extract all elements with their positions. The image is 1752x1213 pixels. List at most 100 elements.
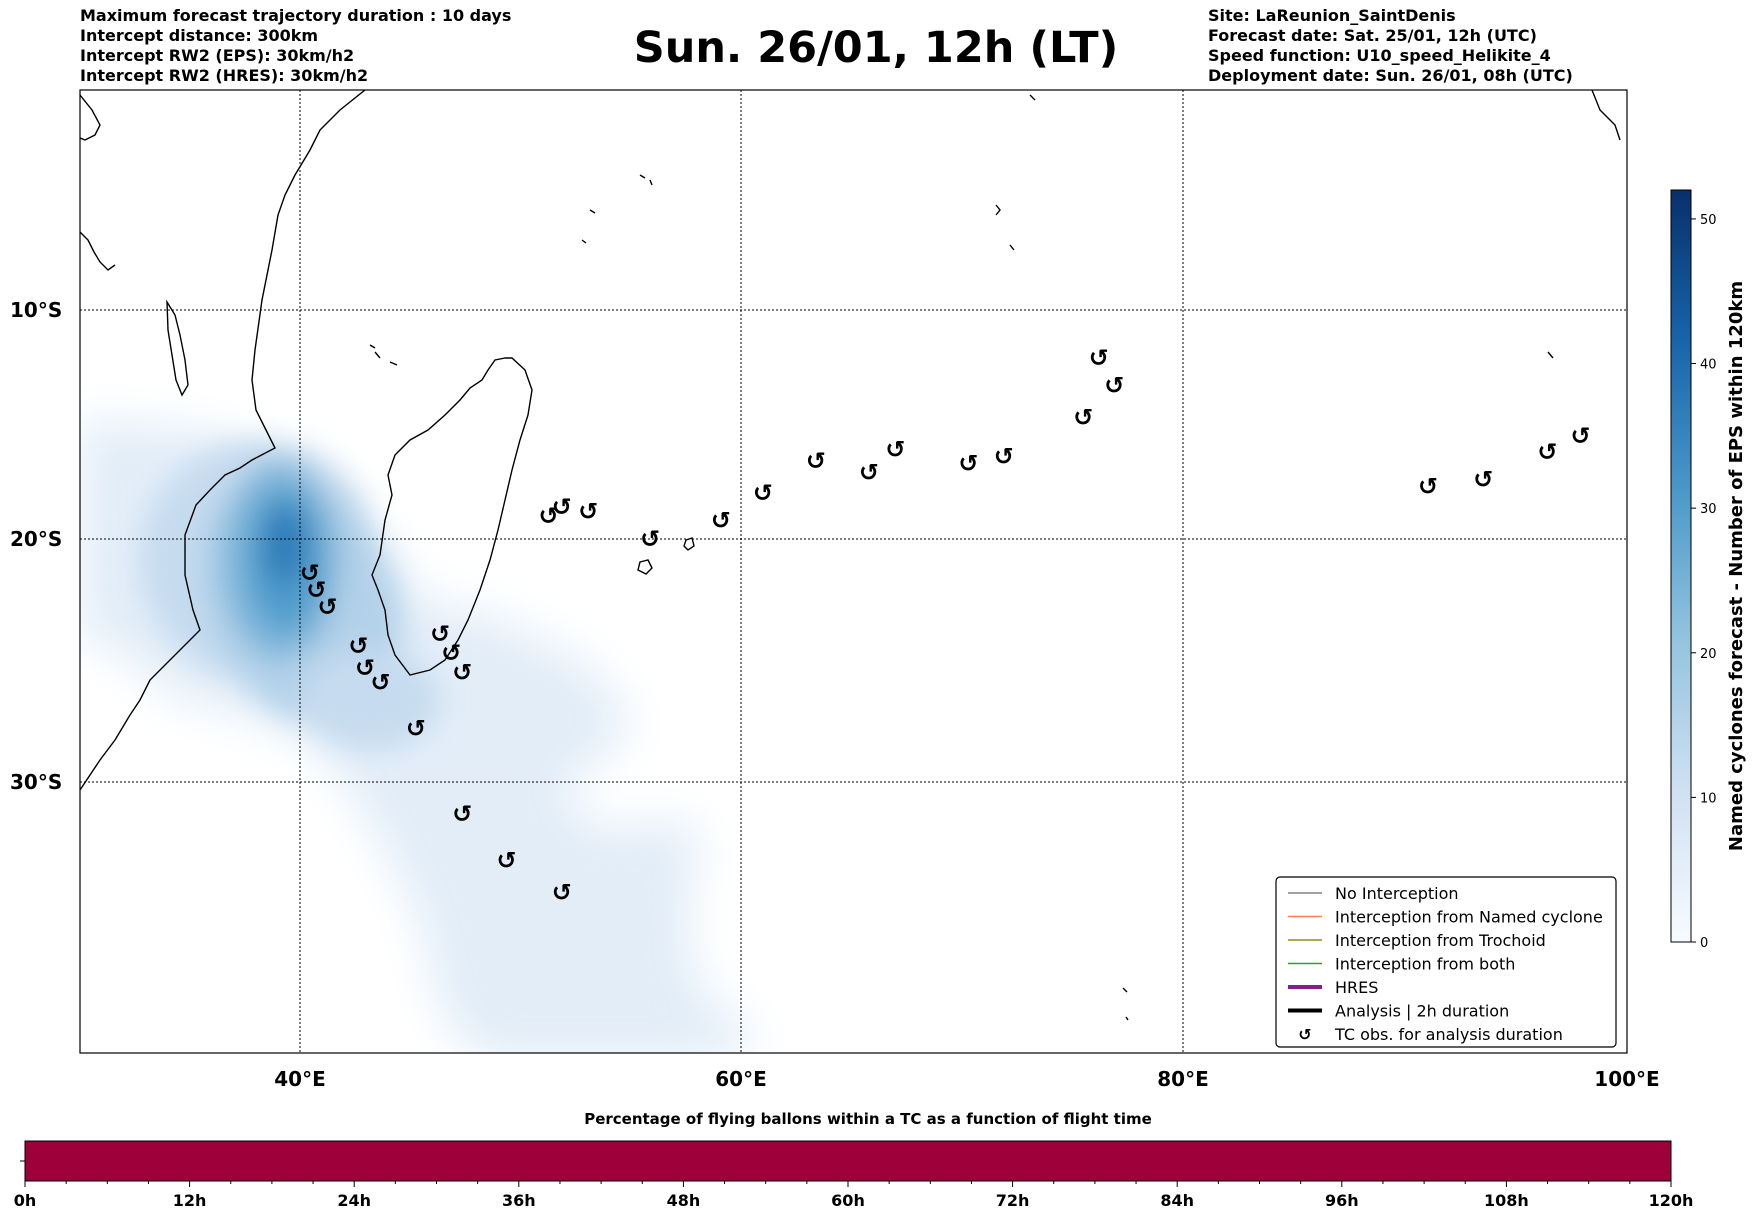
tc-observation-marker: ↺	[441, 639, 461, 667]
header-left-block: Maximum forecast trajectory duration : 1…	[80, 6, 511, 86]
flight-time-bar-title: Percentage of flying ballons within a TC…	[584, 1110, 1152, 1128]
tc-observation-marker: ↺	[578, 498, 598, 526]
tc-observation-marker: ↺	[406, 715, 426, 743]
lat-label-10s: 10°S	[10, 298, 62, 322]
tc-observation-marker: ↺	[538, 502, 558, 530]
small-islands-east	[1029, 90, 1621, 1021]
mauritius-island	[683, 537, 695, 551]
header-speed-function: Speed function: U10_speed_Helikite_4	[1208, 46, 1551, 65]
latitude-labels: 10°S 20°S 30°S	[10, 298, 62, 794]
header-intercept-rw2-hres: Intercept RW2 (HRES): 30km/h2	[80, 66, 369, 85]
tc-observation-marker: ↺	[1089, 344, 1109, 372]
tc-observation-marker: ↺	[1418, 472, 1438, 500]
madagascar-coast	[371, 357, 533, 676]
reunion-island	[637, 559, 653, 575]
tc-observation-marker: ↺	[355, 654, 375, 682]
colorbar-tick-label: 10	[1700, 791, 1717, 806]
tc-observation-marker: ↺	[1073, 404, 1093, 432]
flight-time-tick-label: 84h	[1160, 1191, 1194, 1210]
tc-observation-marker: ↺	[371, 668, 391, 696]
legend-label: Interception from both	[1335, 955, 1515, 974]
tc-observation-marker: ↺	[452, 659, 472, 687]
tc-observation-marker: ↺	[552, 493, 572, 521]
legend-label: Interception from Named cyclone	[1335, 908, 1603, 927]
legend-entry: No Interception	[1288, 884, 1459, 903]
tc-observation-marker: ↺	[306, 576, 326, 604]
header-max-duration: Maximum forecast trajectory duration : 1…	[80, 6, 512, 25]
longitude-labels: 40°E 60°E 80°E 100°E	[274, 1067, 1659, 1091]
lon-label-60: 60°E	[715, 1067, 767, 1091]
flight-time-tick-label: 12h	[173, 1191, 207, 1210]
page-title: Sun. 26/01, 12h (LT)	[633, 23, 1119, 73]
legend-tc-icon: ↺	[1298, 1025, 1311, 1044]
comoros	[369, 344, 398, 366]
flight-time-tick-label: 120h	[1649, 1191, 1694, 1210]
tc-observation-marker: ↺	[430, 620, 450, 648]
tc-observation-marker: ↺	[859, 459, 879, 487]
tc-observation-marker: ↺	[994, 443, 1014, 471]
legend-entry: Analysis | 2h duration	[1288, 1002, 1509, 1021]
colorbar-tick-label: 30	[1700, 502, 1717, 517]
header-deployment-date: Deployment date: Sun. 26/01, 08h (UTC)	[1208, 66, 1573, 85]
header-intercept-rw2-eps: Intercept RW2 (EPS): 30km/h2	[80, 46, 355, 65]
lon-label-100: 100°E	[1594, 1067, 1659, 1091]
lake-malawi	[166, 299, 189, 397]
tc-observation-marker: ↺	[753, 479, 773, 507]
tc-observation-marker: ↺	[1571, 422, 1591, 450]
flight-time-tick-label: 24h	[337, 1191, 371, 1210]
tc-observation-marker: ↺	[552, 878, 572, 906]
legend-label: No Interception	[1335, 884, 1459, 903]
header-intercept-distance: Intercept distance: 300km	[80, 26, 319, 45]
tc-observation-marker: ↺	[317, 593, 337, 621]
tc-observation-marker: ↺	[640, 525, 660, 553]
legend-items: No Interception Interception from Named c…	[1288, 884, 1603, 1044]
legend-entry: ↺ TC obs. for analysis duration	[1298, 1025, 1563, 1044]
legend-entry: Interception from Trochoid	[1288, 931, 1546, 950]
tc-observation-marker: ↺	[496, 846, 516, 874]
tc-observation-marker: ↺	[806, 447, 826, 475]
colorbar-tick-label: 50	[1700, 213, 1717, 228]
flight-time-tick-label: 0h	[14, 1191, 37, 1210]
lon-label-80: 80°E	[1157, 1067, 1209, 1091]
lat-label-30s: 30°S	[10, 770, 62, 794]
flight-time-tick-label: 60h	[831, 1191, 865, 1210]
flight-time-bar: Percentage of flying ballons within a TC…	[14, 1110, 1694, 1210]
horn-coast	[80, 94, 101, 141]
legend-label: Interception from Trochoid	[1335, 931, 1546, 950]
legend-entry: Interception from Named cyclone	[1288, 908, 1603, 927]
colorbar-tick-label: 20	[1700, 647, 1717, 662]
colorbar-tick-label: 40	[1700, 358, 1717, 373]
tc-observations-layer: ↺↺↺↺↺ ↺↺↺↺↺ ↺↺ ↺ ↺↺↺↺↺ ↺↺↺↺↺↺↺↺↺↺↺↺↺	[300, 344, 1591, 906]
tc-observation-marker: ↺	[1473, 465, 1493, 493]
flight-time-ticks: 0h 12h 24h 36h 48h 60h 72h 84h 96h 108h 120h	[14, 1181, 1694, 1210]
legend-entry: Interception from both	[1288, 955, 1515, 974]
legend-label: Analysis | 2h duration	[1335, 1002, 1509, 1021]
tc-observation-marker: ↺	[300, 559, 320, 587]
legend-label: HRES	[1335, 978, 1378, 997]
flight-time-tick-label: 72h	[996, 1191, 1030, 1210]
flight-time-tick-label: 36h	[502, 1191, 536, 1210]
tc-observation-marker: ↺	[1104, 372, 1124, 400]
header-right-block: Site: LaReunion_SaintDenis Forecast date…	[1208, 6, 1573, 86]
coastlines	[80, 90, 1621, 1021]
colorbar-label: Named cyclones forecast - Number of EPS …	[1726, 281, 1747, 851]
flight-time-bar-fill	[24, 1140, 1672, 1182]
colorbar-tick-label: 0	[1700, 936, 1708, 951]
legend-entry: HRES	[1288, 978, 1378, 997]
tc-observation-marker: ↺	[885, 436, 905, 464]
flight-time-tick-label: 96h	[1325, 1191, 1359, 1210]
colorbar-gradient	[1670, 189, 1692, 943]
tc-observation-marker: ↺	[348, 632, 368, 660]
flight-time-tick-label: 108h	[1484, 1191, 1529, 1210]
lat-label-20s: 20°S	[10, 527, 62, 551]
colorbar-ticks: 0 10 20 30 40 50	[1691, 213, 1717, 951]
lon-label-40: 40°E	[274, 1067, 326, 1091]
tc-observation-marker: ↺	[1537, 438, 1557, 466]
eps-density-field	[80, 420, 760, 1053]
tc-observation-marker: ↺	[958, 449, 978, 477]
graticule	[80, 90, 1627, 1053]
africa-west-coast	[80, 231, 116, 271]
density-colorbar: 0 10 20 30 40 50 Named cyclones forecast - Nu…	[1670, 189, 1747, 951]
flight-time-tick-label: 48h	[667, 1191, 701, 1210]
legend-box	[1275, 876, 1617, 1048]
